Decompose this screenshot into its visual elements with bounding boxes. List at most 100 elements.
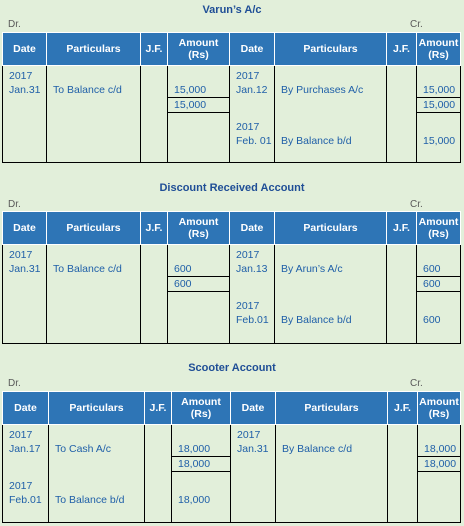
cr-label: Cr. bbox=[410, 378, 423, 389]
header-date: Date bbox=[2, 32, 47, 66]
credit-date-cell: 2017 Jan.13 2017 Feb.01 bbox=[229, 244, 275, 344]
debit-date: Jan.17 bbox=[9, 443, 41, 455]
credit-particulars-cell: By Purchases A/c By Balance b/d bbox=[274, 65, 387, 163]
debit-particulars-cell: To Cash A/c To Balance b/d bbox=[48, 424, 145, 523]
credit-particulars: By Arun’s A/c bbox=[281, 263, 343, 275]
credit-date-2: Feb. 01 bbox=[236, 135, 272, 147]
debit-total: 15,000 bbox=[168, 98, 229, 113]
credit-date-2: Feb.01 bbox=[236, 314, 269, 326]
credit-amount: 18,000 bbox=[418, 442, 460, 457]
header-date: Date bbox=[229, 211, 275, 245]
dr-label: Dr. bbox=[8, 199, 21, 210]
debit-particulars-2: To Balance b/d bbox=[55, 494, 125, 506]
header-particulars: Particulars bbox=[274, 32, 387, 66]
debit-date: Jan.31 bbox=[9, 263, 41, 275]
credit-year-2: 2017 bbox=[236, 300, 260, 312]
debit-year-2: 2017 bbox=[9, 480, 33, 492]
header-amount: Amount (Rs) bbox=[417, 391, 461, 425]
credit-particulars: By Balance c/d bbox=[282, 443, 353, 455]
cr-label: Cr. bbox=[410, 19, 423, 30]
credit-amount-cell: 18,000 18,000 bbox=[417, 424, 461, 523]
debit-particulars: To Balance c/d bbox=[53, 84, 122, 96]
credit-date-cell: 2017 Jan.12 2017 Feb. 01 bbox=[229, 65, 275, 163]
header-jf: J.F. bbox=[386, 211, 417, 245]
credit-year: 2017 bbox=[236, 70, 260, 82]
account-title: Scooter Account bbox=[188, 362, 276, 374]
credit-amount-cell: 15,000 15,000 15,000 bbox=[416, 65, 461, 163]
debit-amount-2: 18,000 bbox=[178, 494, 211, 506]
credit-jf-cell bbox=[386, 65, 417, 163]
header-date: Date bbox=[2, 391, 49, 425]
credit-amount-2: 15,000 bbox=[423, 135, 456, 147]
credit-year: 2017 bbox=[237, 429, 261, 441]
dr-label: Dr. bbox=[8, 378, 21, 389]
ledger-table: Date Particulars J.F. Amount (Rs) Date P… bbox=[2, 391, 461, 523]
debit-year: 2017 bbox=[9, 70, 33, 82]
account-title: Discount Received Account bbox=[159, 182, 305, 194]
debit-amount-cell: 600 600 bbox=[167, 244, 230, 344]
debit-amount: 18,000 bbox=[172, 442, 230, 457]
debit-jf-cell bbox=[140, 65, 168, 163]
credit-particulars: By Purchases A/c bbox=[281, 84, 364, 96]
header-amount: Amount (Rs) bbox=[167, 211, 230, 245]
credit-total: 15,000 bbox=[417, 98, 460, 113]
header-amount: Amount (Rs) bbox=[167, 32, 230, 66]
credit-amount: 600 bbox=[417, 262, 460, 277]
credit-jf-cell bbox=[386, 244, 417, 344]
table-row: 2017 Jan.31 To Balance c/d 15,000 15,000… bbox=[2, 65, 461, 163]
credit-particulars-2: By Balance b/d bbox=[281, 135, 352, 147]
debit-particulars-cell: To Balance c/d bbox=[46, 244, 141, 344]
credit-particulars-cell: By Balance c/d bbox=[275, 424, 388, 523]
dr-label: Dr. bbox=[8, 19, 21, 30]
credit-total: 18,000 bbox=[418, 457, 460, 472]
debit-jf-cell bbox=[140, 244, 168, 344]
debit-amount-cell: 15,000 15,000 bbox=[167, 65, 230, 163]
cr-label: Cr. bbox=[410, 199, 423, 210]
debit-year: 2017 bbox=[9, 429, 33, 441]
debit-amount: 600 bbox=[168, 262, 229, 277]
credit-date: Jan.13 bbox=[236, 263, 268, 275]
debit-total: 600 bbox=[168, 277, 229, 292]
table-row: 2017 Jan.31 To Balance c/d 600 600 2017 … bbox=[2, 244, 461, 344]
header-date: Date bbox=[2, 211, 47, 245]
debit-particulars-cell: To Balance c/d bbox=[46, 65, 141, 163]
debit-date-cell: 2017 Jan.31 bbox=[2, 65, 47, 163]
header-particulars: Particulars bbox=[46, 211, 141, 245]
header-jf: J.F. bbox=[387, 391, 418, 425]
credit-year-2: 2017 bbox=[236, 121, 260, 133]
header-jf: J.F. bbox=[140, 211, 168, 245]
header-particulars: Particulars bbox=[275, 391, 388, 425]
debit-total: 18,000 bbox=[172, 457, 230, 472]
header-jf: J.F. bbox=[144, 391, 172, 425]
credit-date: Jan.12 bbox=[236, 84, 268, 96]
credit-amount-2: 600 bbox=[423, 314, 441, 326]
credit-particulars-cell: By Arun’s A/c By Balance b/d bbox=[274, 244, 387, 344]
credit-jf-cell bbox=[387, 424, 418, 523]
debit-amount-cell: 18,000 18,000 18,000 bbox=[171, 424, 231, 523]
credit-particulars-2: By Balance b/d bbox=[281, 314, 352, 326]
debit-date: Jan.31 bbox=[9, 84, 41, 96]
debit-particulars: To Cash A/c bbox=[55, 443, 112, 455]
header-date: Date bbox=[230, 391, 276, 425]
header-amount: Amount (Rs) bbox=[416, 32, 461, 66]
credit-date-cell: 2017 Jan.31 bbox=[230, 424, 276, 523]
credit-amount: 15,000 bbox=[417, 83, 460, 98]
header-amount: Amount (Rs) bbox=[171, 391, 231, 425]
account-title: Varun’s A/c bbox=[202, 4, 262, 16]
credit-year: 2017 bbox=[236, 249, 260, 261]
debit-date-cell: 2017 Jan.31 bbox=[2, 244, 47, 344]
debit-particulars: To Balance c/d bbox=[53, 263, 122, 275]
header-date: Date bbox=[229, 32, 275, 66]
credit-amount-cell: 600 600 600 bbox=[416, 244, 461, 344]
header-particulars: Particulars bbox=[46, 32, 141, 66]
debit-year: 2017 bbox=[9, 249, 33, 261]
credit-date: Jan.31 bbox=[237, 443, 269, 455]
header-jf: J.F. bbox=[386, 32, 417, 66]
ledger-table: Date Particulars J.F. Amount (Rs) Date P… bbox=[2, 211, 461, 344]
debit-date-2: Feb.01 bbox=[9, 494, 42, 506]
debit-jf-cell bbox=[144, 424, 172, 523]
header-particulars: Particulars bbox=[48, 391, 145, 425]
table-row: 2017 Jan.17 2017 Feb.01 To Cash A/c To B… bbox=[2, 424, 461, 523]
ledger-table: Date Particulars J.F. Amount (Rs) Date P… bbox=[2, 32, 461, 163]
header-jf: J.F. bbox=[140, 32, 168, 66]
